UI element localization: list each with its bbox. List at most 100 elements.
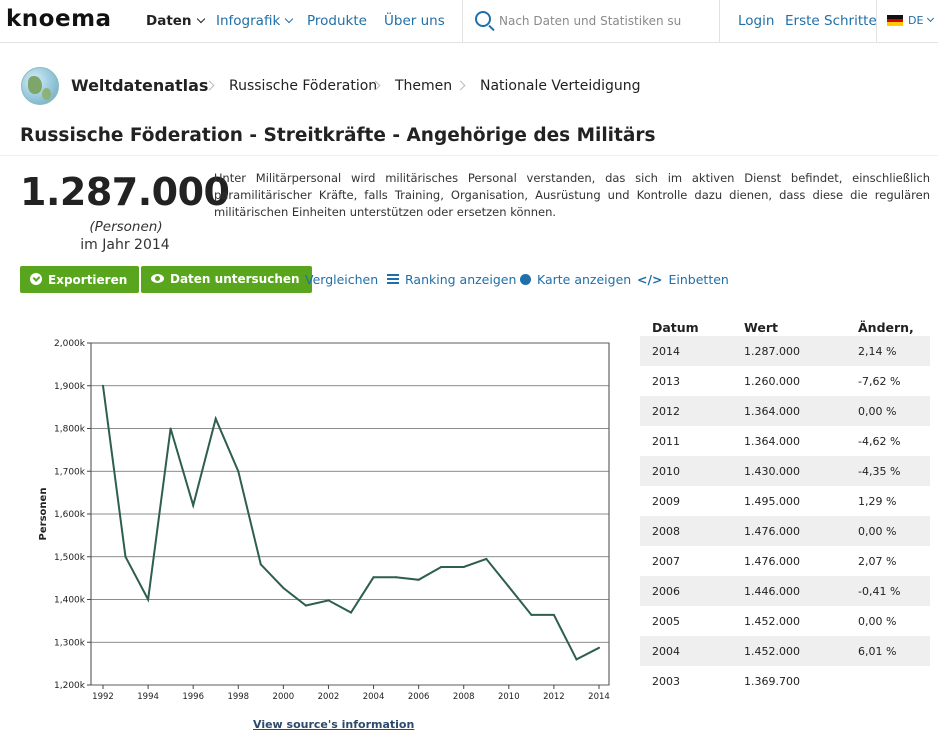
table-row: 2013 1.260.000 -7,62 % <box>640 366 930 396</box>
data-point <box>417 578 420 581</box>
data-point <box>395 576 398 579</box>
language-selector[interactable]: DE <box>876 0 938 43</box>
value-year: im Jahr 2014 <box>80 237 170 253</box>
breadcrumb-world-atlas[interactable]: Weltdatenatlas <box>71 76 209 95</box>
x-tick-label: 2012 <box>543 692 565 702</box>
table-cell-date: 2007 <box>652 555 680 568</box>
y-tick-label: 1,500k <box>54 553 86 563</box>
search-input[interactable] <box>499 11 709 31</box>
table-cell-date: 2009 <box>652 495 680 508</box>
x-tick-label: 1994 <box>137 692 159 702</box>
data-point <box>598 646 600 649</box>
table-row: 2004 1.452.000 6,01 % <box>640 636 930 666</box>
data-point <box>575 658 578 661</box>
export-button[interactable]: Exportieren <box>20 266 140 293</box>
table-cell-value: 1.446.000 <box>744 585 800 598</box>
nav-daten[interactable]: Daten <box>146 13 205 29</box>
x-tick-label: 2008 <box>453 692 475 702</box>
table-row: 2011 1.364.000 -4,62 % <box>640 426 930 456</box>
table-cell-value: 1.364.000 <box>744 435 800 448</box>
table-cell-change: 2,14 % <box>858 345 897 358</box>
nav-ueber-uns[interactable]: Über uns <box>384 13 445 29</box>
chevron-down-icon <box>196 14 205 24</box>
table-cell-change: 0,00 % <box>858 405 897 418</box>
knoema-logo[interactable]: knoema <box>6 6 112 32</box>
table-row: 2005 1.452.000 0,00 % <box>640 606 930 636</box>
nav-infografik[interactable]: Infografik <box>216 13 294 29</box>
table-cell-value: 1.364.000 <box>744 405 800 418</box>
data-point <box>237 470 240 473</box>
table-header-value: Wert <box>744 320 778 335</box>
source-info-link[interactable]: View source's information <box>253 718 415 731</box>
value-unit: (Personen) <box>89 219 163 235</box>
compare-link[interactable]: Vergleichen <box>305 272 379 287</box>
data-point <box>124 555 127 558</box>
embed-link[interactable]: </> Einbetten <box>637 272 729 287</box>
headline-value: 1.287.000 <box>20 170 230 214</box>
indicator-description: Unter Militärpersonal wird militärisches… <box>214 171 930 219</box>
line-chart: 1,200k 1,300k 1,400k 1,500k 1,600k 1,700k 1,80… <box>38 339 610 702</box>
table-row: 2003 1.369.700 <box>640 666 930 696</box>
export-label: Exportieren <box>48 273 128 287</box>
explore-label: Daten untersuchen <box>170 272 300 286</box>
data-point <box>350 611 352 614</box>
x-tick-label: 2000 <box>273 692 295 702</box>
y-tick-label: 1,300k <box>54 638 86 648</box>
list-icon <box>387 274 399 284</box>
data-point <box>147 598 150 601</box>
german-flag-icon <box>887 15 903 26</box>
table-cell-value: 1.287.000 <box>744 345 800 358</box>
nav-produkte[interactable]: Produkte <box>307 13 367 29</box>
table-cell-date: 2012 <box>652 405 680 418</box>
language-code: DE <box>908 14 924 27</box>
nav-infografik-label: Infografik <box>216 13 281 29</box>
y-tick-label: 1,400k <box>54 596 86 606</box>
explore-data-button[interactable]: Daten untersuchen <box>141 266 312 293</box>
table-cell-change: 0,00 % <box>858 525 897 538</box>
chevron-down-icon <box>927 14 935 23</box>
first-steps-link[interactable]: Erste Schritte <box>785 13 877 29</box>
table-cell-value: 1.430.000 <box>744 465 800 478</box>
data-point <box>485 557 488 560</box>
top-navigation: knoema Daten Infografik Produkte Über un… <box>0 0 938 43</box>
search-box <box>462 0 720 43</box>
data-point <box>192 504 195 507</box>
map-link[interactable]: Karte anzeigen <box>520 272 631 287</box>
table-cell-change: 0,00 % <box>858 615 897 628</box>
table-cell-change: -0,41 % <box>858 585 901 598</box>
login-link[interactable]: Login <box>738 13 775 29</box>
table-row: 2008 1.476.000 0,00 % <box>640 516 930 546</box>
table-cell-change: 2,07 % <box>858 555 897 568</box>
table-cell-change: -4,35 % <box>858 465 901 478</box>
data-point <box>552 613 555 616</box>
table-row: 2012 1.364.000 0,00 % <box>640 396 930 426</box>
table-row: 2014 1.287.000 2,14 % <box>640 336 930 366</box>
y-tick-label: 1,700k <box>54 467 86 477</box>
y-tick-label: 2,000k <box>54 339 86 349</box>
x-tick-label: 1998 <box>227 692 249 702</box>
table-cell-date: 2006 <box>652 585 680 598</box>
chevron-right-icon <box>455 80 466 91</box>
data-point <box>259 563 262 566</box>
nav-daten-label: Daten <box>146 13 192 29</box>
breadcrumb-country[interactable]: Russische Föderation <box>229 78 378 94</box>
x-tick-label: 1992 <box>92 692 114 702</box>
data-point <box>372 576 375 579</box>
embed-label: Einbetten <box>668 272 729 287</box>
table-cell-date: 2011 <box>652 435 680 448</box>
table-cell-value: 1.452.000 <box>744 615 800 628</box>
y-tick-label: 1,900k <box>54 382 86 392</box>
table-cell-change: 6,01 % <box>858 645 897 658</box>
table-cell-value: 1.476.000 <box>744 525 800 538</box>
breadcrumb-topics[interactable]: Themen <box>395 78 453 94</box>
data-point <box>214 417 217 420</box>
search-icon[interactable] <box>475 11 491 27</box>
table-cell-value: 1.260.000 <box>744 375 800 388</box>
language-label: DE <box>908 14 935 27</box>
globe-small-icon <box>520 274 531 285</box>
breadcrumb-defense[interactable]: Nationale Verteidigung <box>480 78 641 94</box>
data-point <box>102 384 104 387</box>
data-point <box>282 586 285 589</box>
ranking-link[interactable]: Ranking anzeigen <box>387 272 516 287</box>
table-cell-date: 2003 <box>652 675 680 688</box>
